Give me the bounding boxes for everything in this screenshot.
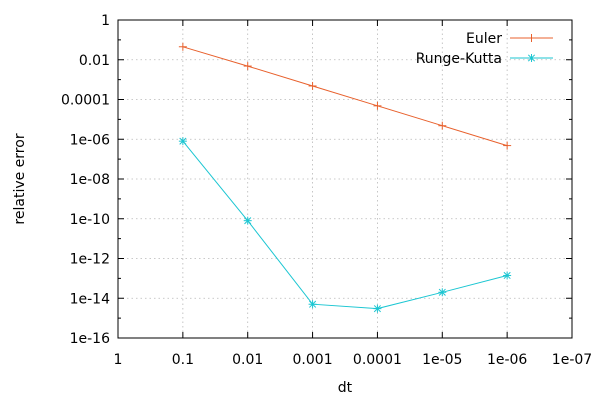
legend: Euler Runge-Kutta: [416, 31, 553, 67]
x-tick-label: 1e-06: [487, 352, 527, 368]
marker-stroke: [438, 288, 446, 296]
legend-label-runge-kutta: Runge-Kutta: [416, 51, 502, 67]
y-tick-label: 0.01: [79, 53, 110, 69]
y-axis-label: relative error: [12, 133, 28, 224]
x-axis-label: dt: [338, 380, 353, 396]
marker-stroke: [309, 300, 317, 308]
y-tick-label: 1e-06: [70, 132, 110, 148]
data-point: [438, 288, 447, 297]
data-point: [178, 137, 187, 146]
data-point: [308, 300, 317, 309]
data-point: [373, 304, 382, 313]
data-point: [503, 141, 512, 150]
data-point: [438, 121, 447, 130]
x-tick-label: 0.001: [293, 352, 333, 368]
y-tick-label: 1e-14: [70, 291, 110, 307]
data-point: [243, 62, 252, 71]
data-point: [373, 101, 382, 110]
y-tick-label: 0.0001: [61, 93, 110, 109]
y-tick-label: 1e-12: [70, 252, 110, 268]
x-tick-label: 0.0001: [353, 352, 402, 368]
legend-label-euler: Euler: [466, 31, 502, 47]
x-tick-label: 0.01: [232, 352, 263, 368]
ticks: 1 0.1 0.01 0.001 0.0001 1e-05 1e-06 1e-07 1 0.01 0…: [61, 13, 592, 368]
grid: [118, 20, 572, 338]
x-tick-label: 1: [114, 352, 123, 368]
data-point: [178, 42, 187, 51]
x-tick-label: 0.1: [172, 352, 194, 368]
series-markers-runge-kutta: [178, 137, 512, 313]
y-tick-label: 1: [101, 13, 110, 29]
series-line-runge-kutta: [182, 140, 508, 310]
marker-stroke: [179, 137, 187, 145]
series-markers-euler: [178, 42, 512, 150]
data-point: [527, 54, 536, 62]
marker-stroke: [527, 54, 536, 62]
y-tick-label: 1e-16: [70, 331, 110, 347]
marker-stroke: [503, 271, 511, 280]
series-line-euler: [182, 46, 508, 147]
y-tick-label: 1e-08: [70, 172, 110, 188]
y-tick-label: 1e-10: [70, 212, 110, 228]
x-tick-label: 1e-05: [422, 352, 462, 368]
marker-stroke: [373, 305, 381, 313]
series-layer: [178, 42, 512, 313]
data-point: [243, 216, 252, 225]
x-tick-label: 1e-07: [552, 352, 592, 368]
data-point: [527, 34, 536, 42]
marker-stroke: [244, 217, 252, 225]
data-point: [503, 271, 512, 280]
data-point: [308, 81, 317, 90]
